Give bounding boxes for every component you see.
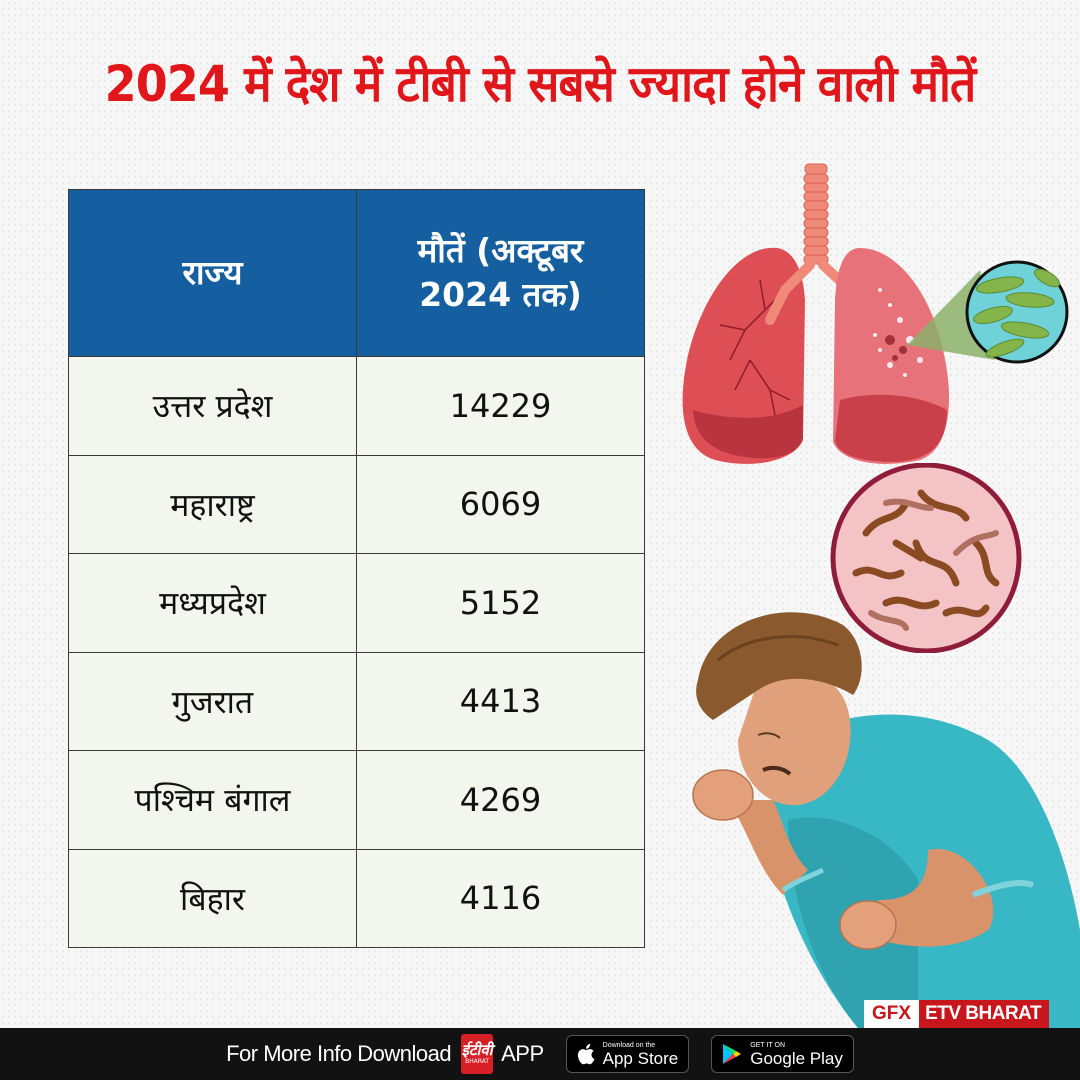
etv-logo-sub: BHARAT (465, 1058, 490, 1065)
header-deaths: मौतें (अक्टूबर 2024 तक) (356, 189, 645, 357)
table-row: मध्यप्रदेश 5152 (68, 553, 645, 653)
state-cell: उत्तर प्रदेश (68, 356, 357, 456)
google-play-icon (723, 1044, 742, 1064)
app-label: APP (501, 1041, 544, 1066)
deaths-cell: 4269 (356, 750, 645, 850)
gfx-etv-badge: GFX ETV BHARAT (864, 1000, 1050, 1028)
etv-logo-mark: ईटीवी (461, 1041, 493, 1059)
bacteria-illustration (830, 463, 1022, 653)
gfx-label: GFX (864, 1000, 920, 1028)
deaths-cell: 5152 (356, 553, 645, 653)
etv-bharat-label: ETV BHARAT (919, 1000, 1050, 1028)
tb-deaths-table: राज्य मौतें (अक्टूबर 2024 तक) उत्तर प्रद… (68, 189, 645, 948)
coughing-man-illustration (692, 612, 1080, 1028)
deaths-cell: 4413 (356, 651, 645, 751)
state-cell: गुजरात (68, 651, 357, 751)
header-deaths-label: मौतें (अक्टूबर 2024 तक) (417, 231, 584, 314)
apple-icon (577, 1043, 595, 1065)
table-row: उत्तर प्रदेश 14229 (68, 356, 645, 456)
table-row: बिहार 4116 (68, 848, 645, 948)
deaths-cell: 6069 (356, 454, 645, 554)
footer-bar: For More Info Download ईटीवी BHARAT APP … (0, 1028, 1080, 1080)
lungs-illustration (682, 163, 1069, 464)
table-row: गुजरात 4413 (68, 651, 645, 751)
google-play-button[interactable]: GET IT ON Google Play (711, 1035, 854, 1073)
google-play-big: Google Play (750, 1048, 843, 1068)
etv-app-logo[interactable]: ईटीवी BHARAT (461, 1034, 494, 1074)
table-header-row: राज्य मौतें (अक्टूबर 2024 तक) (68, 189, 645, 357)
google-play-small: GET IT ON (750, 1041, 785, 1049)
app-store-big: App Store (602, 1048, 679, 1068)
app-store-button[interactable]: Download on the App Store (565, 1035, 690, 1073)
table-row: महाराष्ट्र 6069 (68, 454, 645, 554)
state-cell: मध्यप्रदेश (68, 553, 357, 653)
state-cell: पश्चिम बंगाल (68, 750, 357, 850)
state-cell: बिहार (68, 848, 357, 948)
page-title: 2024 में देश में टीबी से सबसे ज्यादा होन… (104, 55, 977, 113)
app-store-small: Download on the (602, 1041, 656, 1049)
state-cell: महाराष्ट्र (68, 454, 357, 554)
deaths-cell: 14229 (356, 356, 645, 456)
table-row: पश्चिम बंगाल 4269 (68, 750, 645, 850)
header-state: राज्य (68, 189, 357, 357)
deaths-cell: 4116 (356, 848, 645, 948)
footer-text: For More Info Download (226, 1041, 452, 1066)
